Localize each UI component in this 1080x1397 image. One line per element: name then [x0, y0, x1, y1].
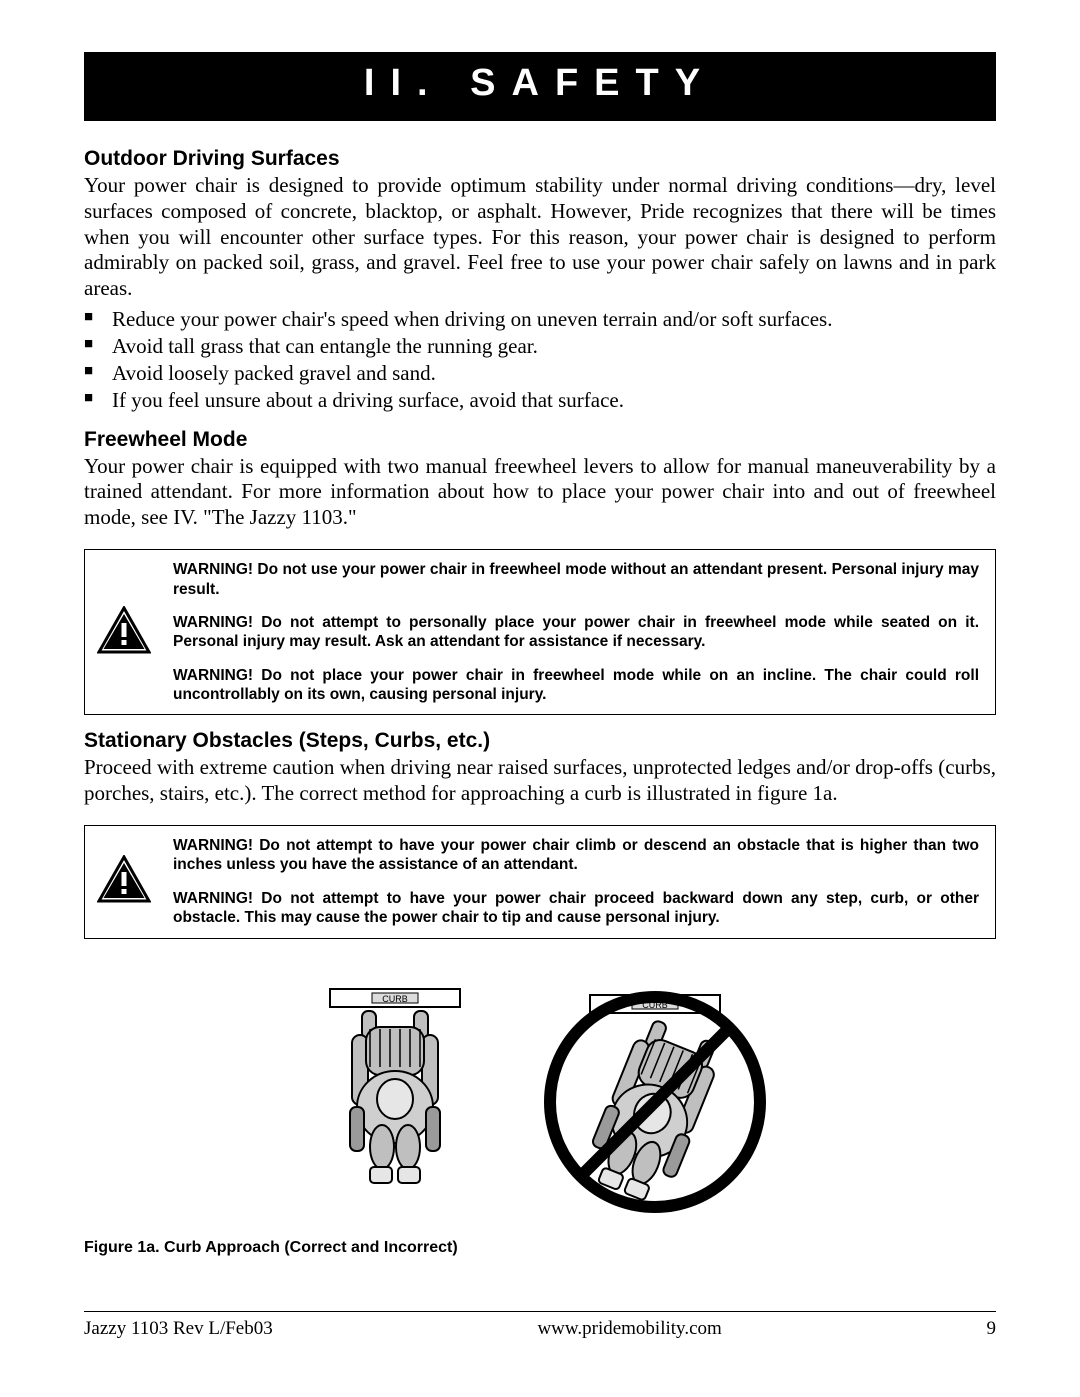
warning-text: WARNING! Do not place your power chair i… [173, 666, 979, 705]
bullet-item: Avoid tall grass that can entangle the r… [84, 333, 996, 360]
section-banner: II. SAFETY [84, 52, 996, 121]
heading-freewheel: Freewheel Mode [84, 428, 996, 452]
bullet-item: Reduce your power chair's speed when dri… [84, 306, 996, 333]
para-freewheel: Your power chair is equipped with two ma… [84, 454, 996, 531]
warning-icon [97, 606, 151, 659]
warning-icon [97, 855, 151, 908]
figure-correct: CURB [310, 987, 480, 1197]
footer-rule [84, 1311, 996, 1312]
para-outdoor: Your power chair is designed to provide … [84, 173, 996, 302]
warning-text: WARNING! Do not attempt to personally pl… [173, 613, 979, 652]
bullet-item: Avoid loosely packed gravel and sand. [84, 360, 996, 387]
footer-right: 9 [986, 1318, 996, 1340]
figure-caption: Figure 1a. Curb Approach (Correct and In… [84, 1239, 996, 1257]
warning-text: WARNING! Do not attempt to have your pow… [173, 889, 979, 928]
warning-text: WARNING! Do not attempt to have your pow… [173, 836, 979, 875]
bullet-item: If you feel unsure about a driving surfa… [84, 387, 996, 414]
warning-text: WARNING! Do not use your power chair in … [173, 560, 979, 599]
curb-label: CURB [382, 994, 408, 1004]
figure-incorrect: CURB [540, 987, 770, 1217]
warning-box-2: WARNING! Do not attempt to have your pow… [84, 825, 996, 939]
para-obstacles: Proceed with extreme caution when drivin… [84, 755, 996, 807]
footer-left: Jazzy 1103 Rev L/Feb03 [84, 1318, 273, 1340]
warning-box-1: WARNING! Do not use your power chair in … [84, 549, 996, 715]
heading-obstacles: Stationary Obstacles (Steps, Curbs, etc.… [84, 729, 996, 753]
heading-outdoor: Outdoor Driving Surfaces [84, 147, 996, 171]
footer-mid: www.pridemobility.com [537, 1318, 721, 1340]
